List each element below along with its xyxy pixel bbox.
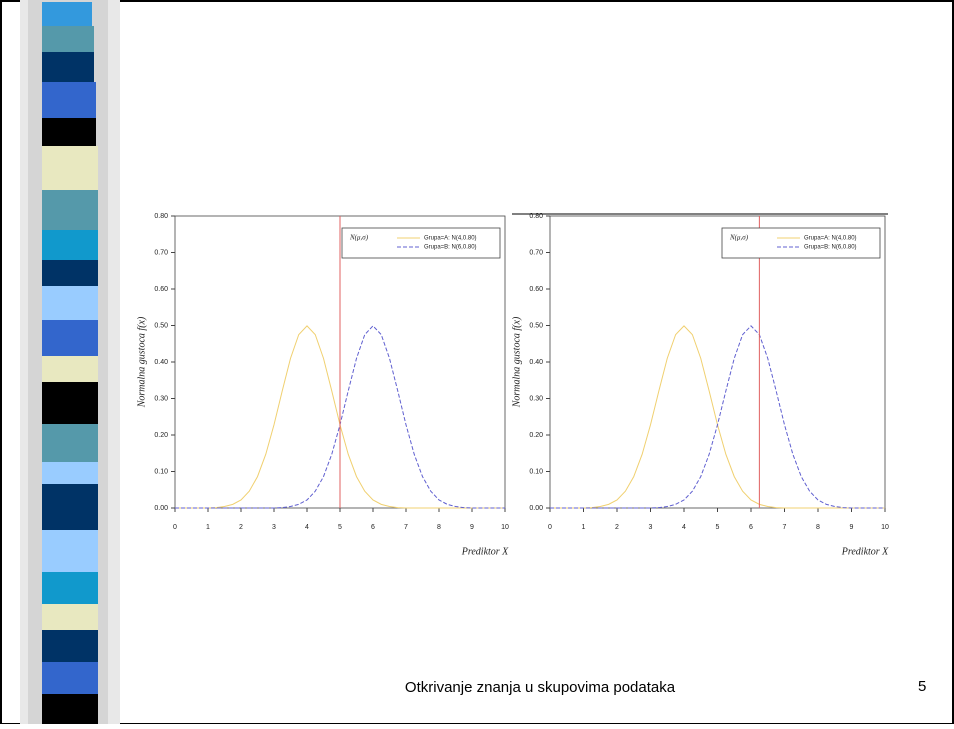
density-line [550, 325, 885, 509]
x-tick-label: 2 [239, 524, 243, 531]
x-tick-label: 10 [881, 524, 889, 531]
x-tick-label: 7 [404, 524, 408, 531]
y-tick-label: 0.20 [529, 432, 543, 439]
legend-title: N(μ,σ) [349, 234, 369, 242]
y-tick-label: 0.70 [154, 249, 168, 256]
legend-label: Grupa=B: N(6,0.80) [804, 245, 857, 251]
x-tick-label: 9 [470, 524, 474, 531]
x-tick-label: 7 [783, 524, 787, 531]
plot-frame [549, 215, 886, 509]
y-tick-label: 0.10 [529, 468, 543, 475]
legend-label: Grupa=B: N(6,0.80) [424, 245, 477, 251]
x-axis-label: Prediktor X [461, 546, 509, 557]
y-tick-label: 0.60 [529, 286, 543, 293]
x-tick-label: 6 [749, 524, 753, 531]
x-tick-label: 3 [649, 524, 653, 531]
x-tick-label: 5 [338, 524, 342, 531]
x-tick-label: 5 [716, 524, 720, 531]
x-tick-label: 10 [501, 524, 509, 531]
legend-label: Grupa=A: N(4,0.80) [424, 236, 477, 242]
legend-label: Grupa=A: N(4,0.80) [804, 236, 857, 242]
x-tick-label: 9 [850, 524, 854, 531]
y-tick-label: 0.80 [529, 213, 543, 220]
y-axis-label: Normalna gustoca f(x) [136, 316, 147, 408]
legend-title: N(μ,σ) [729, 234, 749, 242]
y-tick-label: 0.20 [154, 432, 168, 439]
x-tick-label: 6 [371, 524, 375, 531]
y-tick-label: 0.60 [154, 286, 168, 293]
x-tick-label: 2 [615, 524, 619, 531]
x-tick-label: 4 [682, 524, 686, 531]
y-axis-label: Normalna gustoca f(x) [511, 316, 522, 408]
footer-text: Otkrivanje znanja u skupovima podataka [404, 679, 676, 696]
legend-box [721, 227, 881, 259]
y-tick-label: 0.00 [154, 505, 168, 512]
stripe-decoration [20, 0, 120, 724]
x-tick-label: 3 [272, 524, 276, 531]
x-tick-label: 1 [582, 524, 586, 531]
x-axis-label: Prediktor X [841, 546, 889, 557]
x-tick-label: 4 [305, 524, 309, 531]
page-number: 5 [918, 678, 927, 695]
y-tick-label: 0.30 [529, 395, 543, 402]
y-tick-label: 0.40 [529, 359, 543, 366]
x-tick-label: 0 [173, 524, 177, 531]
y-tick-label: 0.00 [529, 505, 543, 512]
legend-box [341, 227, 501, 259]
y-tick-label: 0.50 [154, 322, 168, 329]
x-tick-label: 8 [816, 524, 820, 531]
y-tick-label: 0.50 [529, 322, 543, 329]
density-line [550, 325, 885, 509]
y-tick-label: 0.10 [154, 468, 168, 475]
y-tick-label: 0.80 [154, 213, 168, 220]
y-tick-label: 0.40 [154, 359, 168, 366]
x-tick-label: 8 [437, 524, 441, 531]
x-tick-label: 1 [206, 524, 210, 531]
x-tick-label: 0 [548, 524, 552, 531]
y-tick-label: 0.30 [154, 395, 168, 402]
y-tick-label: 0.70 [529, 249, 543, 256]
